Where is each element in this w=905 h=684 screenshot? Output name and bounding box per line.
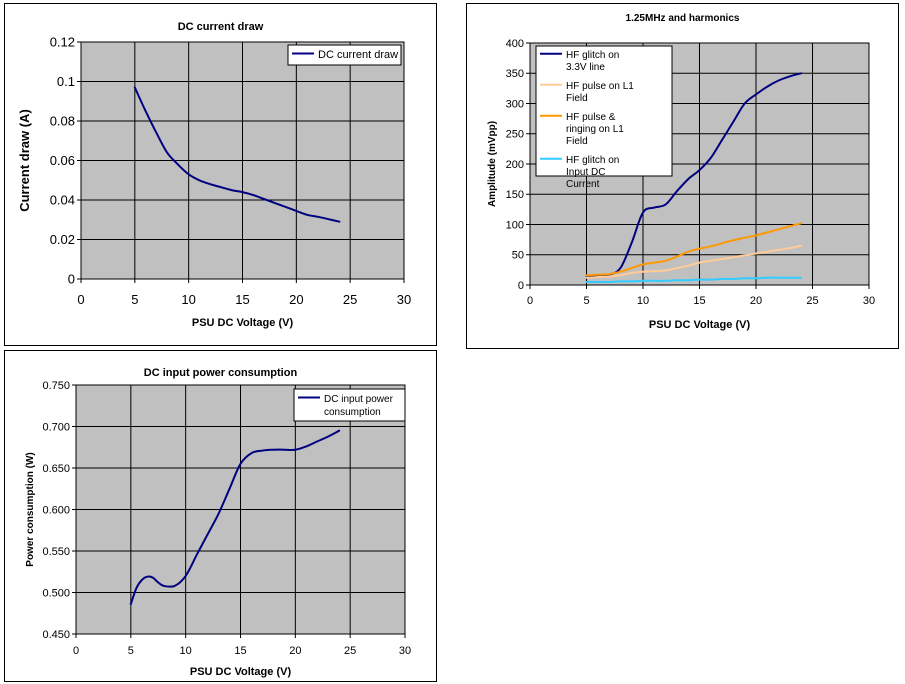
legend-entry: HF glitch on 3.3V line xyxy=(566,50,619,73)
legend-entry: HF glitch on Input DC Current xyxy=(566,155,619,190)
y-tick-label: 0.650 xyxy=(42,463,70,475)
x-tick-label: 30 xyxy=(397,292,411,307)
series-line-1 xyxy=(133,86,341,223)
series-line-1 xyxy=(129,429,341,606)
x-axis-label: PSU DC Voltage (V) xyxy=(649,319,751,331)
x-tick-label: 20 xyxy=(289,645,301,657)
y-tick-label: 0 xyxy=(68,272,75,287)
chart-title: DC current draw xyxy=(178,21,264,33)
x-tick-label: 10 xyxy=(180,645,192,657)
y-tick-label: 0.600 xyxy=(42,504,70,516)
legend-box xyxy=(287,44,402,66)
y-tick-label: 400 xyxy=(506,38,524,50)
legend-box xyxy=(293,388,406,422)
x-tick-label: 10 xyxy=(181,292,195,307)
x-tick-label: 5 xyxy=(583,295,589,307)
series-line-4 xyxy=(585,276,803,284)
y-tick-label: 0.500 xyxy=(42,587,70,599)
y-tick-label: 0.04 xyxy=(50,193,75,208)
y-tick-label: 0.02 xyxy=(50,232,75,247)
y-tick-label: 0.1 xyxy=(57,74,75,89)
legend-box xyxy=(535,45,673,177)
legend: DC input power consumption xyxy=(293,388,406,422)
y-tick-label: 150 xyxy=(506,189,524,201)
y-tick-label: 50 xyxy=(512,250,524,262)
legend: HF glitch on 3.3V line HF pulse on L1 Field… xyxy=(535,45,673,190)
series-line-1 xyxy=(585,72,803,277)
y-tick-label: 0.12 xyxy=(50,35,75,50)
chart-title: 1.25MHz and harmonics xyxy=(626,13,740,24)
chart-title: DC input power consumption xyxy=(144,367,298,379)
y-tick-label: 100 xyxy=(506,219,524,231)
x-tick-label: 0 xyxy=(77,292,84,307)
x-tick-label: 15 xyxy=(693,295,705,307)
y-tick-label: 300 xyxy=(506,98,524,110)
legend-entry: HF pulse & ringing on L1 Field xyxy=(566,112,624,147)
y-tick-label: 0.450 xyxy=(42,629,70,641)
legend-entry: DC current draw xyxy=(318,49,398,61)
x-tick-label: 25 xyxy=(806,295,818,307)
plot-border xyxy=(75,384,406,635)
y-tick-label: 200 xyxy=(506,159,524,171)
x-tick-label: 20 xyxy=(750,295,762,307)
plot-border xyxy=(529,42,870,286)
y-tick-label: 0.06 xyxy=(50,153,75,168)
y-tick-label: 0.700 xyxy=(42,421,70,433)
y-tick-label: 0 xyxy=(518,280,524,292)
chart-svg: DC input power consumption 0 5 10 15 20 25 30 0.… xyxy=(25,367,411,678)
x-tick-label: 5 xyxy=(131,292,138,307)
x-tick-label: 25 xyxy=(343,292,357,307)
chart-panel-harmonics: 1.25MHz and harmonics 0 5 10 15 20 25 30 0 50 100 1… xyxy=(466,3,899,349)
chart-panel-dc-current-draw: DC current draw 0 5 10 15 20 25 30 0 0.02 0.04 0.06… xyxy=(4,3,437,346)
series-line-2 xyxy=(585,244,803,279)
y-axis-label: Current draw (A) xyxy=(17,109,32,212)
y-tick-label: 350 xyxy=(506,68,524,80)
y-axis-label: Power consumption (W) xyxy=(25,452,36,566)
x-tick-label: 25 xyxy=(344,645,356,657)
legend-entry: DC input power consumption xyxy=(324,394,394,418)
y-tick-label: 0.08 xyxy=(50,114,75,129)
y-tick-label: 0.550 xyxy=(42,546,70,558)
series-line-3 xyxy=(585,222,803,277)
x-tick-label: 15 xyxy=(235,292,249,307)
legend-entry: HF pulse on L1 Field xyxy=(566,81,634,104)
x-tick-label: 0 xyxy=(527,295,533,307)
x-tick-label: 30 xyxy=(863,295,875,307)
y-tick-label: 0.750 xyxy=(42,380,70,392)
x-tick-label: 20 xyxy=(289,292,303,307)
x-tick-label: 30 xyxy=(399,645,411,657)
chart-panel-dc-input-power: DC input power consumption 0 5 10 15 20 25 30 0.… xyxy=(4,350,437,682)
chart-svg: DC current draw 0 5 10 15 20 25 30 0 0.02 0.04 0.06… xyxy=(17,21,411,329)
y-tick-label: 250 xyxy=(506,129,524,141)
x-axis-label: PSU DC Voltage (V) xyxy=(190,666,292,678)
y-axis-label: Amplitude (mVpp) xyxy=(487,121,498,207)
x-tick-label: 0 xyxy=(73,645,79,657)
x-tick-label: 15 xyxy=(234,645,246,657)
legend: DC current draw xyxy=(287,44,402,66)
x-axis-label: PSU DC Voltage (V) xyxy=(192,317,294,329)
x-tick-label: 5 xyxy=(128,645,134,657)
plot-border xyxy=(80,41,405,280)
x-tick-label: 10 xyxy=(637,295,649,307)
